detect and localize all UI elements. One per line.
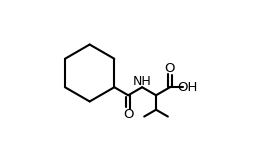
Text: O: O	[123, 108, 134, 121]
Text: OH: OH	[177, 81, 198, 94]
Text: O: O	[165, 61, 175, 75]
Text: NH: NH	[133, 75, 152, 88]
